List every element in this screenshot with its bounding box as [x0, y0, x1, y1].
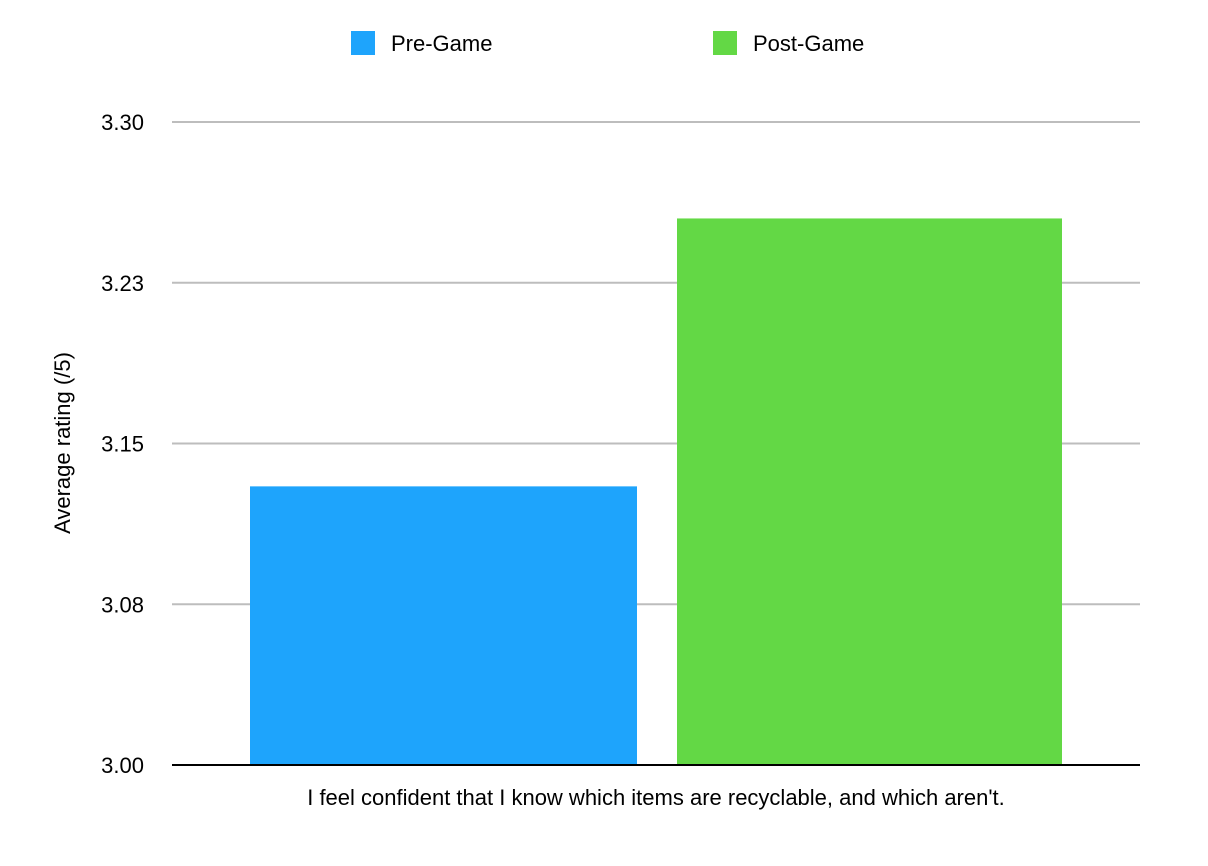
bar-pre-game: [250, 486, 637, 765]
legend: Pre-Game Post-Game: [351, 31, 864, 56]
y-tick-label: 3.00: [101, 753, 144, 778]
y-tick-label: 3.08: [101, 592, 144, 617]
y-tick-label: 3.30: [101, 110, 144, 135]
bars: [250, 218, 1062, 765]
legend-label-pre-game: Pre-Game: [391, 31, 492, 56]
y-tick-label: 3.23: [101, 271, 144, 296]
x-category-label: I feel confident that I know which items…: [307, 785, 1005, 810]
y-axis-ticks: 3.00 3.08 3.15 3.23 3.30: [101, 110, 144, 778]
y-axis-title: Average rating (/5): [50, 352, 75, 534]
legend-swatch-post-game: [713, 31, 737, 55]
legend-label-post-game: Post-Game: [753, 31, 864, 56]
y-tick-label: 3.15: [101, 432, 144, 457]
legend-swatch-pre-game: [351, 31, 375, 55]
bar-post-game: [677, 218, 1062, 765]
